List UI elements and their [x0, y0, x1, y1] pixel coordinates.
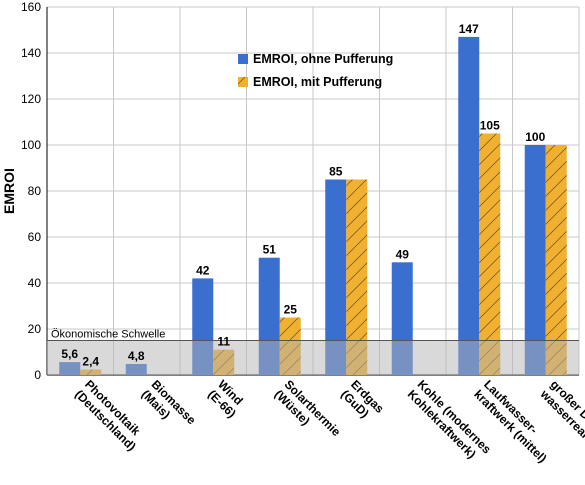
data-label: 105: [480, 119, 500, 133]
x-tick-label: Biomasse(Mais): [139, 377, 199, 427]
legend-swatch: [238, 77, 248, 87]
threshold-band: [47, 340, 579, 375]
data-label: 51: [263, 243, 277, 257]
x-tick-label: großer Druck-wasserreaktor: [537, 377, 585, 455]
data-label: 2,4: [82, 354, 99, 368]
legend-label: EMROI, ohne Pufferung: [253, 52, 393, 66]
y-tick-label: 0: [34, 368, 41, 382]
bar-ohne-pufferung: [325, 179, 347, 375]
y-tick-label: 80: [28, 184, 42, 198]
y-tick-label: 160: [21, 0, 41, 14]
data-label: 49: [396, 247, 410, 261]
y-tick-label: 60: [28, 230, 42, 244]
data-label: 85: [329, 165, 343, 179]
data-label: 25: [284, 303, 298, 317]
data-label: 5,6: [61, 347, 78, 361]
legend-label: EMROI, mit Pufferung: [253, 75, 382, 89]
threshold-label: Ökonomische Schwelle: [51, 329, 165, 341]
x-tick-label: Erdgas(GuD): [338, 377, 387, 420]
bar-mit-pufferung: [479, 133, 501, 375]
bar-mit-pufferung: [346, 179, 368, 375]
bar-mit-pufferung: [545, 145, 567, 375]
data-label: 100: [525, 130, 545, 144]
y-axis-label: EMROI: [1, 168, 17, 214]
bar-ohne-pufferung: [524, 145, 546, 375]
data-label: 4,8: [128, 349, 145, 363]
data-label: 147: [459, 22, 479, 36]
y-tick-label: 140: [21, 46, 41, 60]
x-tick-label: Photovoltaik(Deutschland): [72, 377, 143, 453]
bar-ohne-pufferung: [458, 36, 480, 376]
data-label: 42: [196, 263, 210, 277]
data-label: 11: [217, 335, 230, 349]
y-tick-label: 20: [28, 322, 42, 336]
legend-swatch: [238, 54, 248, 64]
y-tick-label: 40: [28, 276, 42, 290]
x-tick-label: Solarthermie(Wüste): [272, 377, 344, 439]
y-tick-label: 100: [21, 138, 41, 152]
x-tick-label: Wind(E-66): [205, 377, 245, 420]
y-tick-label: 120: [21, 92, 41, 106]
